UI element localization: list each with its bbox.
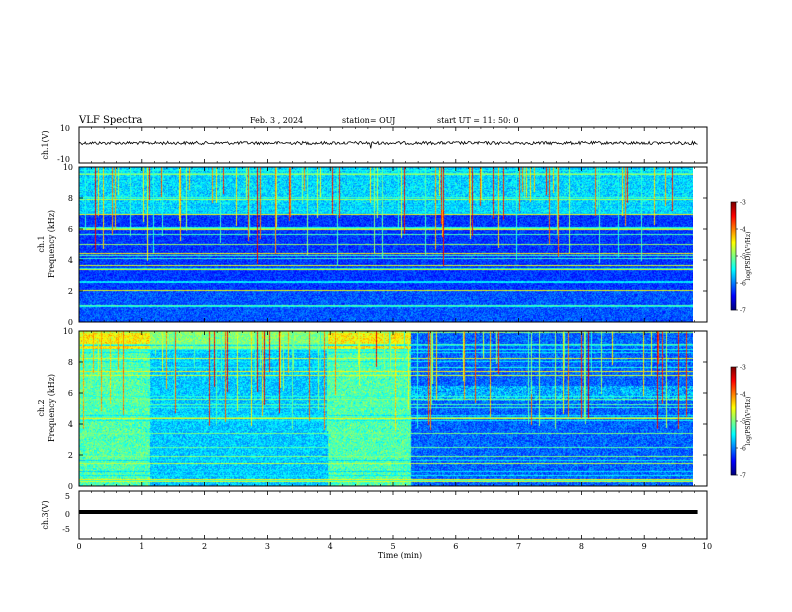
y-tick-label: 2 (68, 287, 73, 296)
x-tick-label: 2 (202, 542, 207, 551)
ch3-ylabel: ch.3(V) (41, 500, 50, 529)
ch2-spectrogram-image (79, 331, 693, 486)
station-label: station= OUJ (342, 116, 395, 125)
y-tick-label: 4 (68, 256, 73, 265)
ch1-waveform-panel: 10 -10 ch.1(V) (41, 124, 708, 164)
y-tick-label: 4 (68, 420, 73, 429)
x-axis: 0 1 2 3 4 5 6 7 8 9 10 (76, 127, 712, 551)
x-tick-label: 9 (642, 542, 647, 551)
y-tick-label: 6 (68, 225, 73, 234)
colorbar-tick-label: -5 (740, 419, 746, 426)
ch3-ytick-m5: -5 (62, 525, 70, 534)
y-tick-label: 2 (68, 451, 73, 460)
y-tick-label: 10 (63, 163, 73, 172)
colorbar-tick-label: -3 (740, 365, 746, 372)
colorbar-label: log(PSD)(V²/Hz) (745, 397, 752, 446)
x-tick-label: 5 (390, 542, 395, 551)
colorbar-tick-label: -7 (740, 308, 746, 315)
colorbar-tick-label: -6 (740, 446, 746, 453)
start-time-label: start UT = 11: 50: 0 (437, 116, 518, 125)
ch1-waveform-frame (78, 126, 708, 164)
figure-title: VLF Spectra (78, 115, 143, 126)
y-tick-label: 8 (68, 194, 73, 203)
ch3-ytick-5: 5 (65, 492, 70, 501)
x-tick-label: 10 (702, 542, 712, 551)
colorbar-tick-label: -6 (740, 281, 746, 288)
x-tick-label: 3 (265, 542, 270, 551)
y-tick-label: 0 (68, 318, 73, 327)
ch3-waveform-frame (78, 490, 708, 540)
colorbar-tick-label: -7 (740, 473, 746, 480)
ch1-spec-ylabel-ch: ch.1 (37, 235, 46, 252)
colorbar-tick-label: -5 (740, 254, 746, 261)
x-tick-label: 6 (453, 542, 458, 551)
ch1-spectrogram-panel: 0 2 4 6 8 10 ch.1 Frequency (kHz) (37, 163, 708, 327)
date-label: Feb. 3 , 2024 (250, 116, 303, 125)
x-axis-label: Time (min) (378, 551, 422, 560)
colorbar-label: log(PSD)(V²/Hz) (745, 232, 752, 281)
colorbar-tick-label: -4 (740, 227, 746, 234)
ch1-spectrogram-image (79, 167, 693, 322)
ch1-colorbar: -3 -4 -5 -6 -7 log(PSD)(V²/Hz) (730, 200, 752, 315)
x-tick-label: 7 (516, 542, 521, 551)
ch1-trace (78, 140, 698, 149)
x-tick-label: 8 (579, 542, 584, 551)
y-tick-label: 6 (68, 389, 73, 398)
ch3-waveform-panel: 5 0 -5 ch.3(V) (41, 490, 708, 540)
colorbar-tick-label: -3 (740, 200, 746, 207)
ch2-spectrogram-panel: 0 2 4 6 8 10 ch.2 Frequency (kHz) (37, 327, 708, 491)
y-tick-label: 0 (68, 482, 73, 491)
y-tick-label: 8 (68, 358, 73, 367)
colorbar-tick-label: -4 (740, 392, 746, 399)
ch1-spec-ylabel-freq: Frequency (kHz) (47, 210, 56, 278)
ch1-ytick-bottom: -10 (57, 155, 70, 164)
x-tick-label: 4 (328, 542, 333, 551)
ch3-ytick-0: 0 (65, 510, 70, 519)
ch1-ytick-top: 10 (60, 124, 70, 133)
ch2-spec-ylabel-ch: ch.2 (37, 399, 46, 416)
x-tick-label: 0 (76, 542, 81, 551)
ch2-colorbar: -3 -4 -5 -6 -7 log(PSD)(V²/Hz) (730, 365, 752, 480)
x-tick-label: 1 (139, 542, 144, 551)
y-tick-label: 10 (63, 327, 73, 336)
ch1-ylabel: ch.1(V) (41, 130, 50, 159)
ch2-spec-ylabel-freq: Frequency (kHz) (47, 374, 56, 442)
